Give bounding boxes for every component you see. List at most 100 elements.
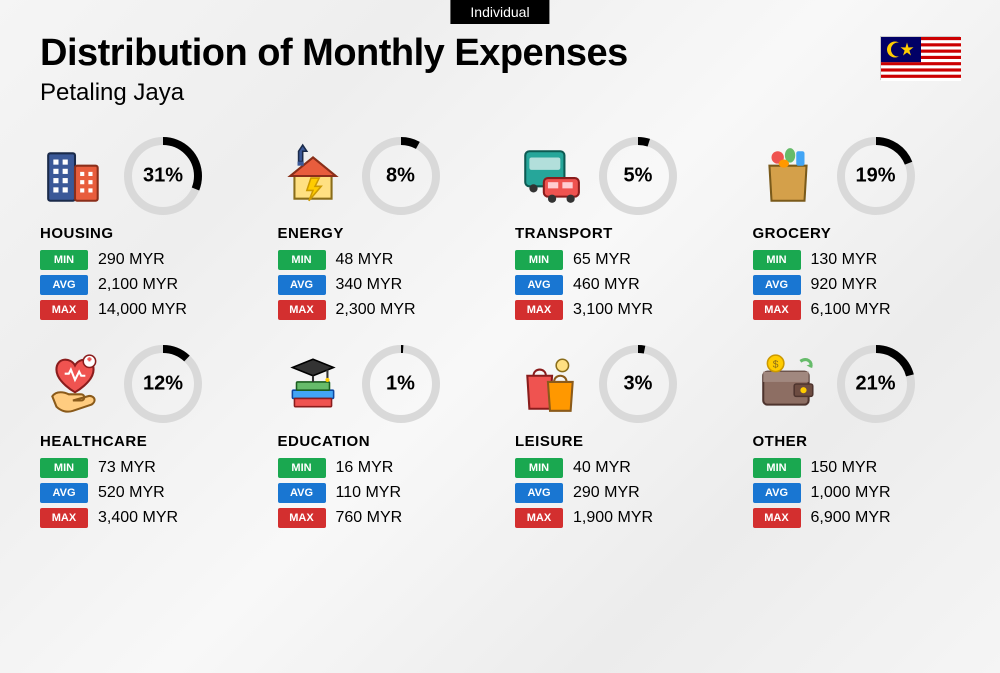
min-badge: MIN bbox=[278, 458, 326, 478]
stat-avg: AVG 920 MYR bbox=[753, 275, 961, 295]
avg-badge: AVG bbox=[40, 483, 88, 503]
percentage-donut: 19% bbox=[837, 137, 915, 215]
stat-avg: AVG 520 MYR bbox=[40, 483, 248, 503]
percentage-donut: 12% bbox=[124, 345, 202, 423]
avg-badge: AVG bbox=[40, 275, 88, 295]
percentage-donut: 31% bbox=[124, 137, 202, 215]
category-card-grocery: 19% GROCERY MIN 130 MYR AVG 920 MYR MAX … bbox=[753, 137, 961, 325]
category-name: TRANSPORT bbox=[515, 225, 723, 242]
max-value: 760 MYR bbox=[336, 509, 403, 527]
avg-value: 460 MYR bbox=[573, 276, 640, 294]
stat-avg: AVG 460 MYR bbox=[515, 275, 723, 295]
min-badge: MIN bbox=[515, 250, 563, 270]
category-card-energy: 8% ENERGY MIN 48 MYR AVG 340 MYR MAX 2,3… bbox=[278, 137, 486, 325]
min-value: 150 MYR bbox=[811, 459, 878, 477]
max-value: 6,900 MYR bbox=[811, 509, 891, 527]
stat-max: MAX 1,900 MYR bbox=[515, 508, 723, 528]
max-value: 3,100 MYR bbox=[573, 301, 653, 319]
percentage-value: 1% bbox=[386, 373, 415, 396]
stat-max: MAX 6,900 MYR bbox=[753, 508, 961, 528]
stat-min: MIN 16 MYR bbox=[278, 458, 486, 478]
stat-max: MAX 760 MYR bbox=[278, 508, 486, 528]
stat-max: MAX 3,100 MYR bbox=[515, 300, 723, 320]
max-badge: MAX bbox=[40, 300, 88, 320]
header: Distribution of Monthly Expenses Petalin… bbox=[0, 0, 1000, 117]
min-badge: MIN bbox=[753, 250, 801, 270]
category-name: ENERGY bbox=[278, 225, 486, 242]
min-badge: MIN bbox=[278, 250, 326, 270]
malaysia-flag-icon bbox=[880, 36, 960, 80]
max-badge: MAX bbox=[40, 508, 88, 528]
percentage-donut: 3% bbox=[599, 345, 677, 423]
min-value: 48 MYR bbox=[336, 251, 394, 269]
min-value: 65 MYR bbox=[573, 251, 631, 269]
category-card-leisure: 3% LEISURE MIN 40 MYR AVG 290 MYR MAX 1,… bbox=[515, 345, 723, 533]
avg-badge: AVG bbox=[515, 483, 563, 503]
bus-car-icon bbox=[515, 141, 585, 211]
category-name: GROCERY bbox=[753, 225, 961, 242]
stat-max: MAX 3,400 MYR bbox=[40, 508, 248, 528]
category-name: HOUSING bbox=[40, 225, 248, 242]
categories-grid: 31% HOUSING MIN 290 MYR AVG 2,100 MYR MA… bbox=[0, 117, 1000, 553]
avg-badge: AVG bbox=[278, 275, 326, 295]
min-badge: MIN bbox=[40, 250, 88, 270]
percentage-value: 8% bbox=[386, 165, 415, 188]
min-value: 130 MYR bbox=[811, 251, 878, 269]
shopping-bags-icon bbox=[515, 349, 585, 419]
percentage-donut: 8% bbox=[362, 137, 440, 215]
max-badge: MAX bbox=[753, 300, 801, 320]
max-value: 14,000 MYR bbox=[98, 301, 187, 319]
min-badge: MIN bbox=[753, 458, 801, 478]
min-value: 73 MYR bbox=[98, 459, 156, 477]
max-badge: MAX bbox=[278, 508, 326, 528]
max-value: 1,900 MYR bbox=[573, 509, 653, 527]
avg-value: 520 MYR bbox=[98, 484, 165, 502]
max-badge: MAX bbox=[515, 300, 563, 320]
percentage-donut: 5% bbox=[599, 137, 677, 215]
buildings-icon bbox=[40, 141, 110, 211]
stat-min: MIN 290 MYR bbox=[40, 250, 248, 270]
stat-avg: AVG 1,000 MYR bbox=[753, 483, 961, 503]
percentage-value: 12% bbox=[143, 373, 183, 396]
house-energy-icon bbox=[278, 141, 348, 211]
percentage-value: 3% bbox=[624, 373, 653, 396]
avg-badge: AVG bbox=[753, 275, 801, 295]
min-badge: MIN bbox=[515, 458, 563, 478]
stat-min: MIN 73 MYR bbox=[40, 458, 248, 478]
stat-avg: AVG 110 MYR bbox=[278, 483, 486, 503]
category-card-other: $ 21% OTHER MIN 150 MYR AVG 1,000 MYR MA… bbox=[753, 345, 961, 533]
stat-avg: AVG 290 MYR bbox=[515, 483, 723, 503]
percentage-value: 31% bbox=[143, 165, 183, 188]
category-name: LEISURE bbox=[515, 433, 723, 450]
avg-badge: AVG bbox=[278, 483, 326, 503]
percentage-value: 19% bbox=[855, 165, 895, 188]
category-card-healthcare: 12% HEALTHCARE MIN 73 MYR AVG 520 MYR MA… bbox=[40, 345, 248, 533]
stat-avg: AVG 340 MYR bbox=[278, 275, 486, 295]
percentage-donut: 21% bbox=[837, 345, 915, 423]
page-subtitle: Petaling Jaya bbox=[40, 79, 960, 107]
category-name: EDUCATION bbox=[278, 433, 486, 450]
avg-badge: AVG bbox=[753, 483, 801, 503]
category-name: OTHER bbox=[753, 433, 961, 450]
percentage-value: 5% bbox=[624, 165, 653, 188]
max-badge: MAX bbox=[515, 508, 563, 528]
category-card-housing: 31% HOUSING MIN 290 MYR AVG 2,100 MYR MA… bbox=[40, 137, 248, 325]
max-badge: MAX bbox=[753, 508, 801, 528]
max-value: 3,400 MYR bbox=[98, 509, 178, 527]
svg-text:$: $ bbox=[772, 360, 778, 371]
min-value: 40 MYR bbox=[573, 459, 631, 477]
min-badge: MIN bbox=[40, 458, 88, 478]
percentage-donut: 1% bbox=[362, 345, 440, 423]
category-card-education: 1% EDUCATION MIN 16 MYR AVG 110 MYR MAX … bbox=[278, 345, 486, 533]
stat-min: MIN 130 MYR bbox=[753, 250, 961, 270]
stat-min: MIN 65 MYR bbox=[515, 250, 723, 270]
category-name: HEALTHCARE bbox=[40, 433, 248, 450]
books-cap-icon bbox=[278, 349, 348, 419]
page-title: Distribution of Monthly Expenses bbox=[40, 32, 960, 75]
heart-hand-icon bbox=[40, 349, 110, 419]
percentage-value: 21% bbox=[855, 373, 895, 396]
stat-avg: AVG 2,100 MYR bbox=[40, 275, 248, 295]
grocery-bag-icon bbox=[753, 141, 823, 211]
max-value: 2,300 MYR bbox=[336, 301, 416, 319]
min-value: 290 MYR bbox=[98, 251, 165, 269]
